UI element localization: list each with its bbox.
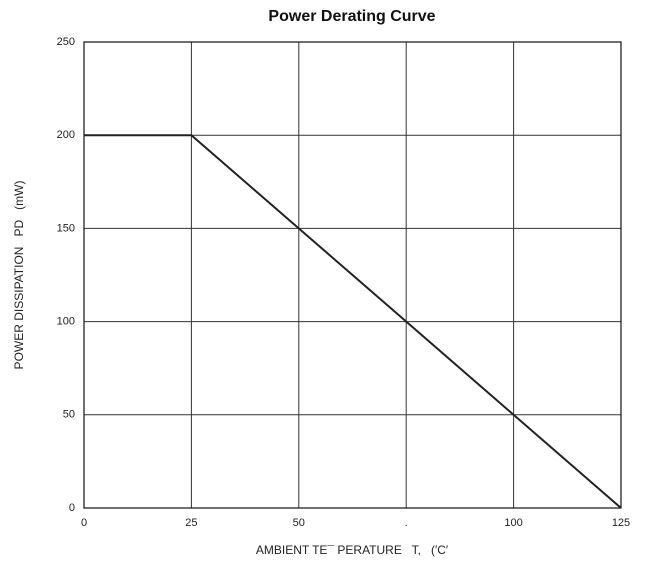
x-tick-label: 25 (185, 517, 197, 529)
plot-border (83, 41, 622, 509)
y-tick-label: 0 (69, 502, 75, 514)
data-line (84, 134, 622, 509)
y-tick-label: 250 (57, 36, 75, 48)
x-tick-label: . (405, 517, 408, 529)
y-axis-label: POWER DISSIPATION PD (mW) (12, 181, 26, 370)
y-tick-label: 150 (57, 222, 75, 234)
y-tick-label: 50 (63, 409, 75, 421)
x-tick-label: 0 (81, 517, 87, 529)
x-tick-label: 125 (612, 517, 630, 529)
x-tick-label: 50 (293, 517, 305, 529)
x-tick-label: 100 (504, 517, 522, 529)
chart-title: Power Derating Curve (268, 8, 435, 25)
y-tick-label: 200 (57, 129, 75, 141)
y-tick-label: 100 (57, 316, 75, 328)
x-axis-label: AMBIENT TE¯ PERATURE T, (′C′ (256, 543, 449, 557)
